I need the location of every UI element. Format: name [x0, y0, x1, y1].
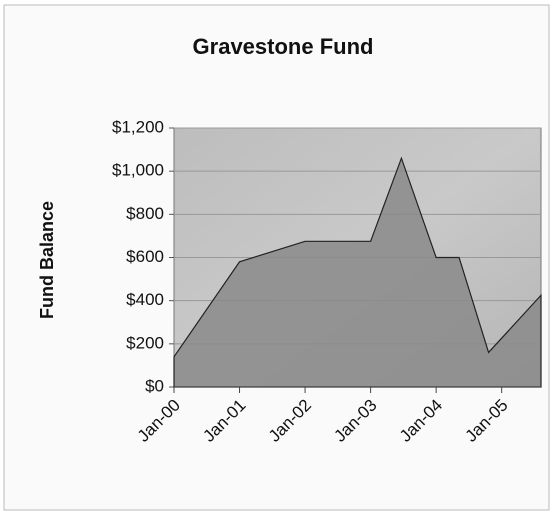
chart-title: Gravestone Fund	[193, 34, 374, 59]
y-tick-label: $200	[126, 333, 164, 352]
y-axis-label: Fund Balance	[37, 201, 57, 319]
y-tick-label: $400	[126, 290, 164, 309]
y-tick-label: $800	[126, 204, 164, 223]
area	[173, 156, 542, 388]
y-tick-label: $0	[145, 376, 164, 395]
y-tick-label: $1,000	[112, 161, 164, 180]
y-tick-label: $600	[126, 247, 164, 266]
y-tick-label: $1,200	[112, 117, 164, 136]
